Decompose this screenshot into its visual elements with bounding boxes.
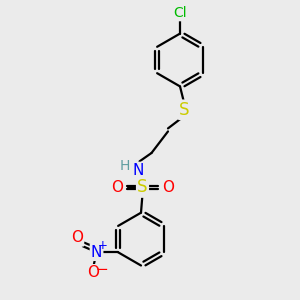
Text: −: − (96, 262, 108, 277)
Text: O: O (162, 180, 174, 195)
Text: H: H (120, 160, 130, 173)
Text: +: + (98, 239, 108, 252)
Text: N: N (132, 163, 143, 178)
Text: Cl: Cl (173, 6, 187, 20)
Text: O: O (71, 230, 83, 245)
Text: O: O (88, 265, 100, 280)
Text: N: N (91, 245, 102, 260)
Text: S: S (137, 178, 148, 196)
Text: O: O (111, 180, 123, 195)
Text: S: S (179, 101, 190, 119)
